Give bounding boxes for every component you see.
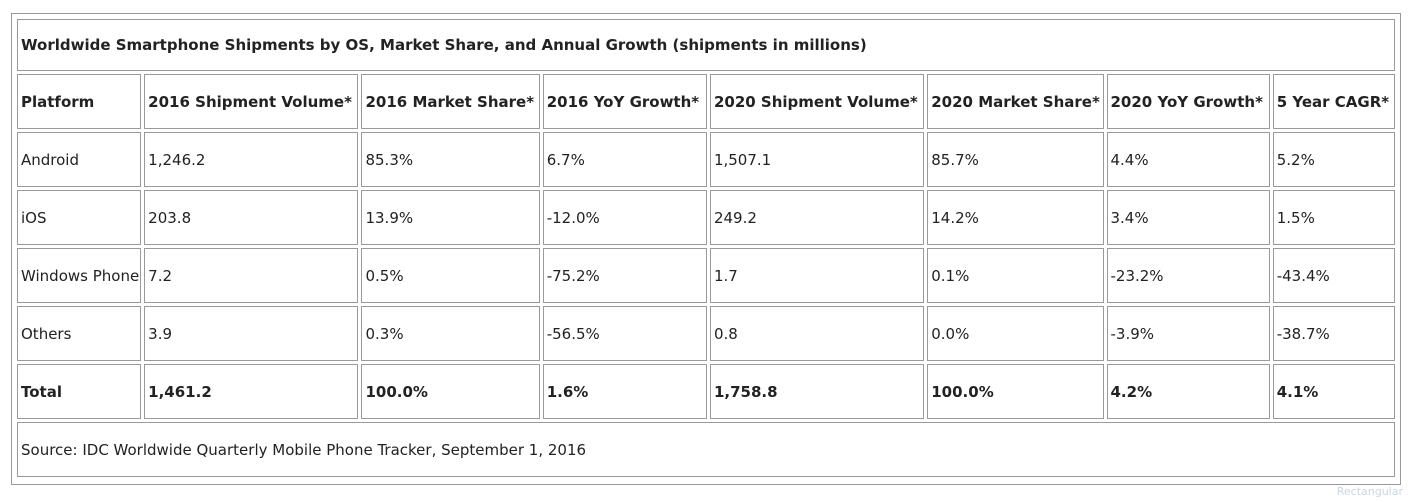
- table-row-cell: 13.9%: [361, 190, 540, 245]
- total-row-cell: 4.2%: [1106, 364, 1270, 419]
- total-row-cell: 1.6%: [542, 364, 707, 419]
- total-row-cell: 100.0%: [927, 364, 1104, 419]
- total-row-cell: Total: [17, 364, 142, 419]
- table-row-cell: 1,507.1: [709, 132, 925, 187]
- header-row-cell: Platform: [17, 74, 142, 129]
- table-row-cell: Windows Phone: [17, 248, 142, 303]
- shipments-table: Worldwide Smartphone Shipments by OS, Ma…: [14, 16, 1398, 480]
- table-row-cell: 85.7%: [927, 132, 1104, 187]
- table-row-cell: -3.9%: [1106, 306, 1270, 361]
- table-row-cell: 0.1%: [927, 248, 1104, 303]
- header-row-cell: 2016 Shipment Volume*: [144, 74, 359, 129]
- total-row-cell: 1,461.2: [144, 364, 359, 419]
- source-row: Source: IDC Worldwide Quarterly Mobile P…: [17, 422, 1395, 477]
- table-row-cell: 14.2%: [927, 190, 1104, 245]
- table-title: Worldwide Smartphone Shipments by OS, Ma…: [17, 19, 1395, 71]
- table-row-cell: 6.7%: [542, 132, 707, 187]
- table-row-cell: Others: [17, 306, 142, 361]
- table-row-cell: 1.5%: [1272, 190, 1395, 245]
- table-row-cell: 0.5%: [361, 248, 540, 303]
- table-row-cell: 1,246.2: [144, 132, 359, 187]
- table-row-cell: -56.5%: [542, 306, 707, 361]
- header-row-cell: 2020 Market Share*: [927, 74, 1104, 129]
- header-row-cell: 2016 Market Share*: [361, 74, 540, 129]
- table-frame: [11, 13, 1401, 485]
- table-row-cell: 7.2: [144, 248, 359, 303]
- table-row-cell: -23.2%: [1106, 248, 1270, 303]
- table-row: iOS 203.8 13.9% -12.0% 249.2 14.2% 3.4% 1.5%: [17, 190, 1395, 245]
- table-row-cell: 3.4%: [1106, 190, 1270, 245]
- total-row: Total 1,461.2 100.0% 1.6% 1,758.8 100.0% 4.2% 4…: [17, 364, 1395, 419]
- table-row-cell: -43.4%: [1272, 248, 1395, 303]
- table-row-cell: 0.8: [709, 306, 925, 361]
- watermark-text: Rectangular: [1336, 485, 1403, 498]
- header-row-cell: 2020 Shipment Volume*: [709, 74, 925, 129]
- header-row-cell: 5 Year CAGR*: [1272, 74, 1395, 129]
- table-row-cell: 85.3%: [361, 132, 540, 187]
- table-row: Others 3.9 0.3% -56.5% 0.8 0.0% -3.9% -38.7%: [17, 306, 1395, 361]
- table-row: Android 1,246.2 85.3% 6.7% 1,507.1 85.7% 4.4% 5…: [17, 132, 1395, 187]
- table-row-cell: -38.7%: [1272, 306, 1395, 361]
- total-row-cell: 1,758.8: [709, 364, 925, 419]
- header-row-cell: 2020 YoY Growth*: [1106, 74, 1270, 129]
- header-row-cell: 2016 YoY Growth*: [542, 74, 707, 129]
- table-row-cell: -12.0%: [542, 190, 707, 245]
- table-row-cell: 5.2%: [1272, 132, 1395, 187]
- total-row-cell: 4.1%: [1272, 364, 1395, 419]
- table-row-cell: -75.2%: [542, 248, 707, 303]
- table-row-cell: 0.0%: [927, 306, 1104, 361]
- table-row-cell: 0.3%: [361, 306, 540, 361]
- total-row-cell: 100.0%: [361, 364, 540, 419]
- table-row-cell: 3.9: [144, 306, 359, 361]
- table-row-cell: 1.7: [709, 248, 925, 303]
- table-row-cell: 4.4%: [1106, 132, 1270, 187]
- table-row-cell: 203.8: [144, 190, 359, 245]
- source-note: Source: IDC Worldwide Quarterly Mobile P…: [17, 422, 1395, 477]
- table-row-cell: iOS: [17, 190, 142, 245]
- table-row-cell: Android: [17, 132, 142, 187]
- header-row: Platform 2016 Shipment Volume* 2016 Market…: [17, 74, 1395, 129]
- table-row-cell: 249.2: [709, 190, 925, 245]
- table-row: Windows Phone 7.2 0.5% -75.2% 1.7 0.1% -23.2% -…: [17, 248, 1395, 303]
